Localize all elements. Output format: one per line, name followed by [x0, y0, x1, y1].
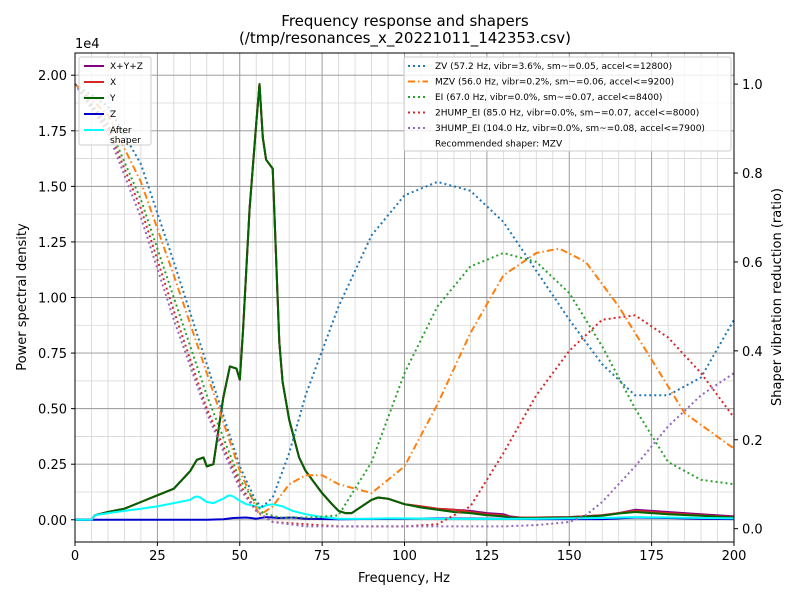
chart-title-line1: Frequency response and shapers: [281, 12, 529, 30]
y-tick-label: 1.50: [38, 180, 67, 195]
shaper-legend-label: 2HUMP_EI (85.0 Hz, vibr=0.0%, sm~=0.07, …: [435, 109, 699, 119]
x-tick-label: 200: [722, 549, 747, 564]
x-tick-label: 125: [474, 549, 499, 564]
y2-tick-label: 0.0: [742, 523, 763, 538]
psd-legend-label: After: [110, 126, 132, 136]
x-tick-label: 25: [149, 549, 166, 564]
psd-legend-box: [78, 56, 152, 146]
psd-legend-label: Y: [109, 94, 116, 104]
x-tick-label: 100: [392, 549, 417, 564]
shaper-legend: ZV (57.2 Hz, vibr=3.6%, sm~=0.05, accel<…: [403, 56, 732, 152]
y-tick-label: 0.00: [38, 514, 67, 529]
y2-tick-label: 0.8: [742, 167, 763, 182]
y2-axis-label: Shaper vibration reduction (ratio): [770, 188, 785, 406]
x-tick-label: 150: [557, 549, 582, 564]
y-tick-label: 0.25: [38, 458, 67, 473]
x-tick-label: 0: [71, 549, 79, 564]
recommended-shaper-label: Recommended shaper: MZV: [435, 140, 563, 150]
shaper-series-line: [74, 83, 735, 508]
plot-series: [74, 83, 735, 528]
y-tick-label: 2.00: [38, 69, 67, 84]
y-tick-label: 1.25: [38, 236, 67, 251]
psd-legend-label: X+Y+Z: [110, 62, 143, 72]
y-tick-label: 1.00: [38, 292, 67, 307]
shaper-legend-label: ZV (57.2 Hz, vibr=3.6%, sm~=0.05, accel<…: [435, 62, 672, 72]
x-tick-label: 175: [639, 549, 664, 564]
y2-tick-label: 0.4: [742, 345, 763, 360]
y-tick-label: 0.50: [38, 403, 67, 418]
shaper-legend-label: 3HUMP_EI (104.0 Hz, vibr=0.0%, sm~=0.08,…: [435, 124, 705, 134]
x-tick-label: 50: [231, 549, 248, 564]
y2-tick-label: 0.2: [742, 434, 763, 449]
chart-title-line2: (/tmp/resonances_x_20221011_142353.csv): [239, 29, 571, 48]
shaper-series-line: [74, 83, 735, 517]
axis-ticks: 0 25 50 75 100 125 150 175 200 0.00 0.25 0.50 0.75 1.…: [38, 69, 763, 564]
psd-legend-label: Z: [110, 110, 116, 120]
y2-tick-label: 0.6: [742, 256, 763, 271]
shaper-legend-label: EI (67.0 Hz, vibr=0.0%, sm~=0.07, accel<…: [435, 93, 662, 103]
shaper-legend-label: MZV (56.0 Hz, vibr=0.2%, sm~=0.06, accel…: [435, 78, 674, 88]
x-axis-label: Frequency, Hz: [358, 571, 450, 586]
shaper-legend-box: [403, 56, 732, 152]
psd-legend-label: X: [110, 78, 116, 88]
y-axis-label: Power spectral density: [15, 223, 30, 371]
y-offset-label: 1e4: [75, 37, 100, 52]
y-tick-label: 0.75: [38, 347, 67, 362]
psd-legend-label: shaper: [110, 136, 141, 146]
shaper-series-line: [74, 83, 735, 519]
y2-tick-label: 1.0: [742, 78, 763, 93]
y-tick-label: 1.75: [38, 125, 67, 140]
x-tick-label: 75: [314, 549, 331, 564]
